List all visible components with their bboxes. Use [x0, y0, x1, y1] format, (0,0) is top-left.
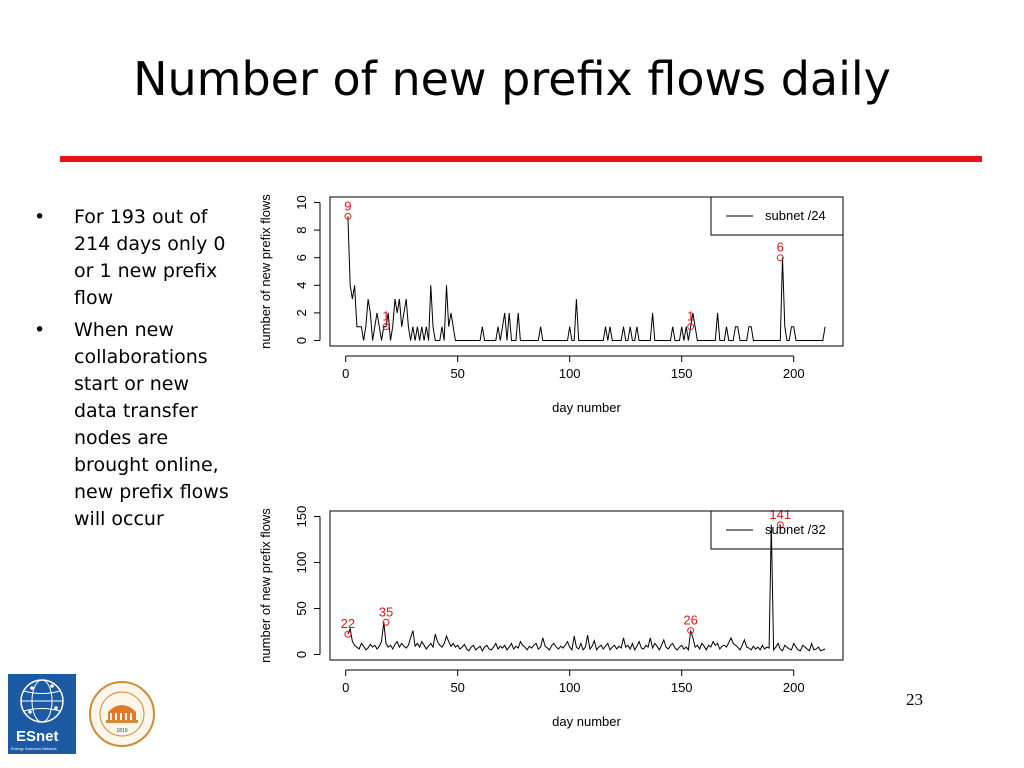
chart-1-x-tick-label: 200 [783, 680, 805, 695]
chart-0-annotation-label: 6 [777, 240, 784, 255]
bullet-dot: • [34, 206, 46, 228]
chart-0-annotation-marker [382, 323, 390, 331]
chart-1-x-tick-label: 150 [671, 680, 693, 695]
bullet-item: • For 193 out of 214 days only 0 or 1 new… [34, 204, 234, 312]
uva-seal-icon: 1819 [89, 681, 155, 747]
bullet-text: For 193 out of 214 days only 0 or 1 new … [74, 206, 226, 309]
chart-1-annotation-marker [687, 627, 695, 635]
chart-0-x-tick-label: 200 [783, 366, 805, 381]
chart-1-legend-label: subnet /32 [765, 522, 826, 537]
chart-0-y-tick-label: 6 [294, 254, 309, 261]
chart-0-y-tick-label: 4 [294, 282, 309, 289]
chart-0-plot-frame [329, 196, 844, 347]
chart-1-legend-box [710, 510, 844, 550]
chart-0-annotation-marker [344, 212, 352, 220]
chart-1-annotation-label: 141 [769, 507, 791, 522]
chart-1-y-axis-label: number of new prefix flows [258, 508, 273, 663]
chart-0-x-tick-label: 0 [342, 366, 349, 381]
chart-0-x-axis-label: day number [552, 400, 621, 415]
slide-title: Number of new prefix flows daily [133, 52, 891, 106]
page-number: 23 [906, 690, 923, 709]
chart-subnet-24: 0 50 100 150 200 day number 0 2 4 6 8 10 number of n… [258, 194, 844, 415]
chart-0-annotation-marker [687, 323, 695, 331]
chart-1-x-axis-label: day number [552, 714, 621, 729]
chart-0-x-tick-label: 100 [559, 366, 581, 381]
chart-1-annotation-label: 22 [341, 616, 355, 631]
esnet-wordmark: ESnet [16, 728, 59, 745]
chart-0-y-tick-label: 0 [294, 337, 309, 344]
chart-subnet-32: 0 50 100 150 200 day number 0 50 100 150 number of… [258, 506, 844, 729]
svg-text:1819: 1819 [116, 728, 127, 734]
chart-1-y-tick-label: 0 [294, 651, 309, 658]
chart-1-annotation-marker [776, 521, 784, 529]
chart-1-x-tick-label: 50 [450, 680, 464, 695]
bullet-text: When new collaborations start or new dat… [74, 319, 229, 530]
chart-1-annotation-label: 26 [683, 613, 697, 628]
chart-1-y-tick-label: 50 [294, 601, 309, 615]
chart-0-annotation-label: 9 [344, 198, 351, 213]
chart-1-y-tick-label: 150 [294, 506, 309, 528]
bullet-list: • For 193 out of 214 days only 0 or 1 new… [34, 204, 234, 538]
chart-1-y-tick-label: 100 [294, 552, 309, 574]
chart-1-annotation-marker [344, 630, 352, 638]
chart-1-plot-frame [329, 510, 844, 661]
chart-0-legend-box [710, 196, 844, 236]
chart-1-annotation-label: 35 [379, 604, 393, 619]
chart-0-y-tick-label: 10 [294, 195, 309, 209]
chart-0-annotation-label: 1 [382, 309, 389, 324]
chart-0-legend-label: subnet /24 [765, 208, 826, 223]
chart-0-x-tick-label: 50 [450, 366, 464, 381]
chart-0-y-tick-label: 2 [294, 309, 309, 316]
esnet-logo: ESnet Energy Sciences Network [8, 674, 76, 754]
esnet-tagline: Energy Sciences Network [11, 746, 57, 751]
chart-1-x-tick-label: 100 [559, 680, 581, 695]
chart-0-y-tick-label: 8 [294, 226, 309, 233]
chart-0-series-line-0 [347, 216, 826, 341]
bullet-dot: • [34, 319, 46, 341]
chart-1-x-tick-label: 0 [342, 680, 349, 695]
chart-0-annotation-marker [776, 254, 784, 262]
bullet-item: • When new collaborations start or new da… [34, 317, 234, 533]
chart-1-series-line-0 [347, 524, 826, 652]
chart-0-annotation-label: 1 [687, 309, 694, 324]
chart-0-y-axis-label: number of new prefix flows [258, 194, 273, 349]
title-divider [60, 156, 982, 162]
chart-0-x-tick-label: 150 [671, 366, 693, 381]
chart-1-annotation-marker [382, 618, 390, 626]
globe-icon [20, 679, 64, 723]
